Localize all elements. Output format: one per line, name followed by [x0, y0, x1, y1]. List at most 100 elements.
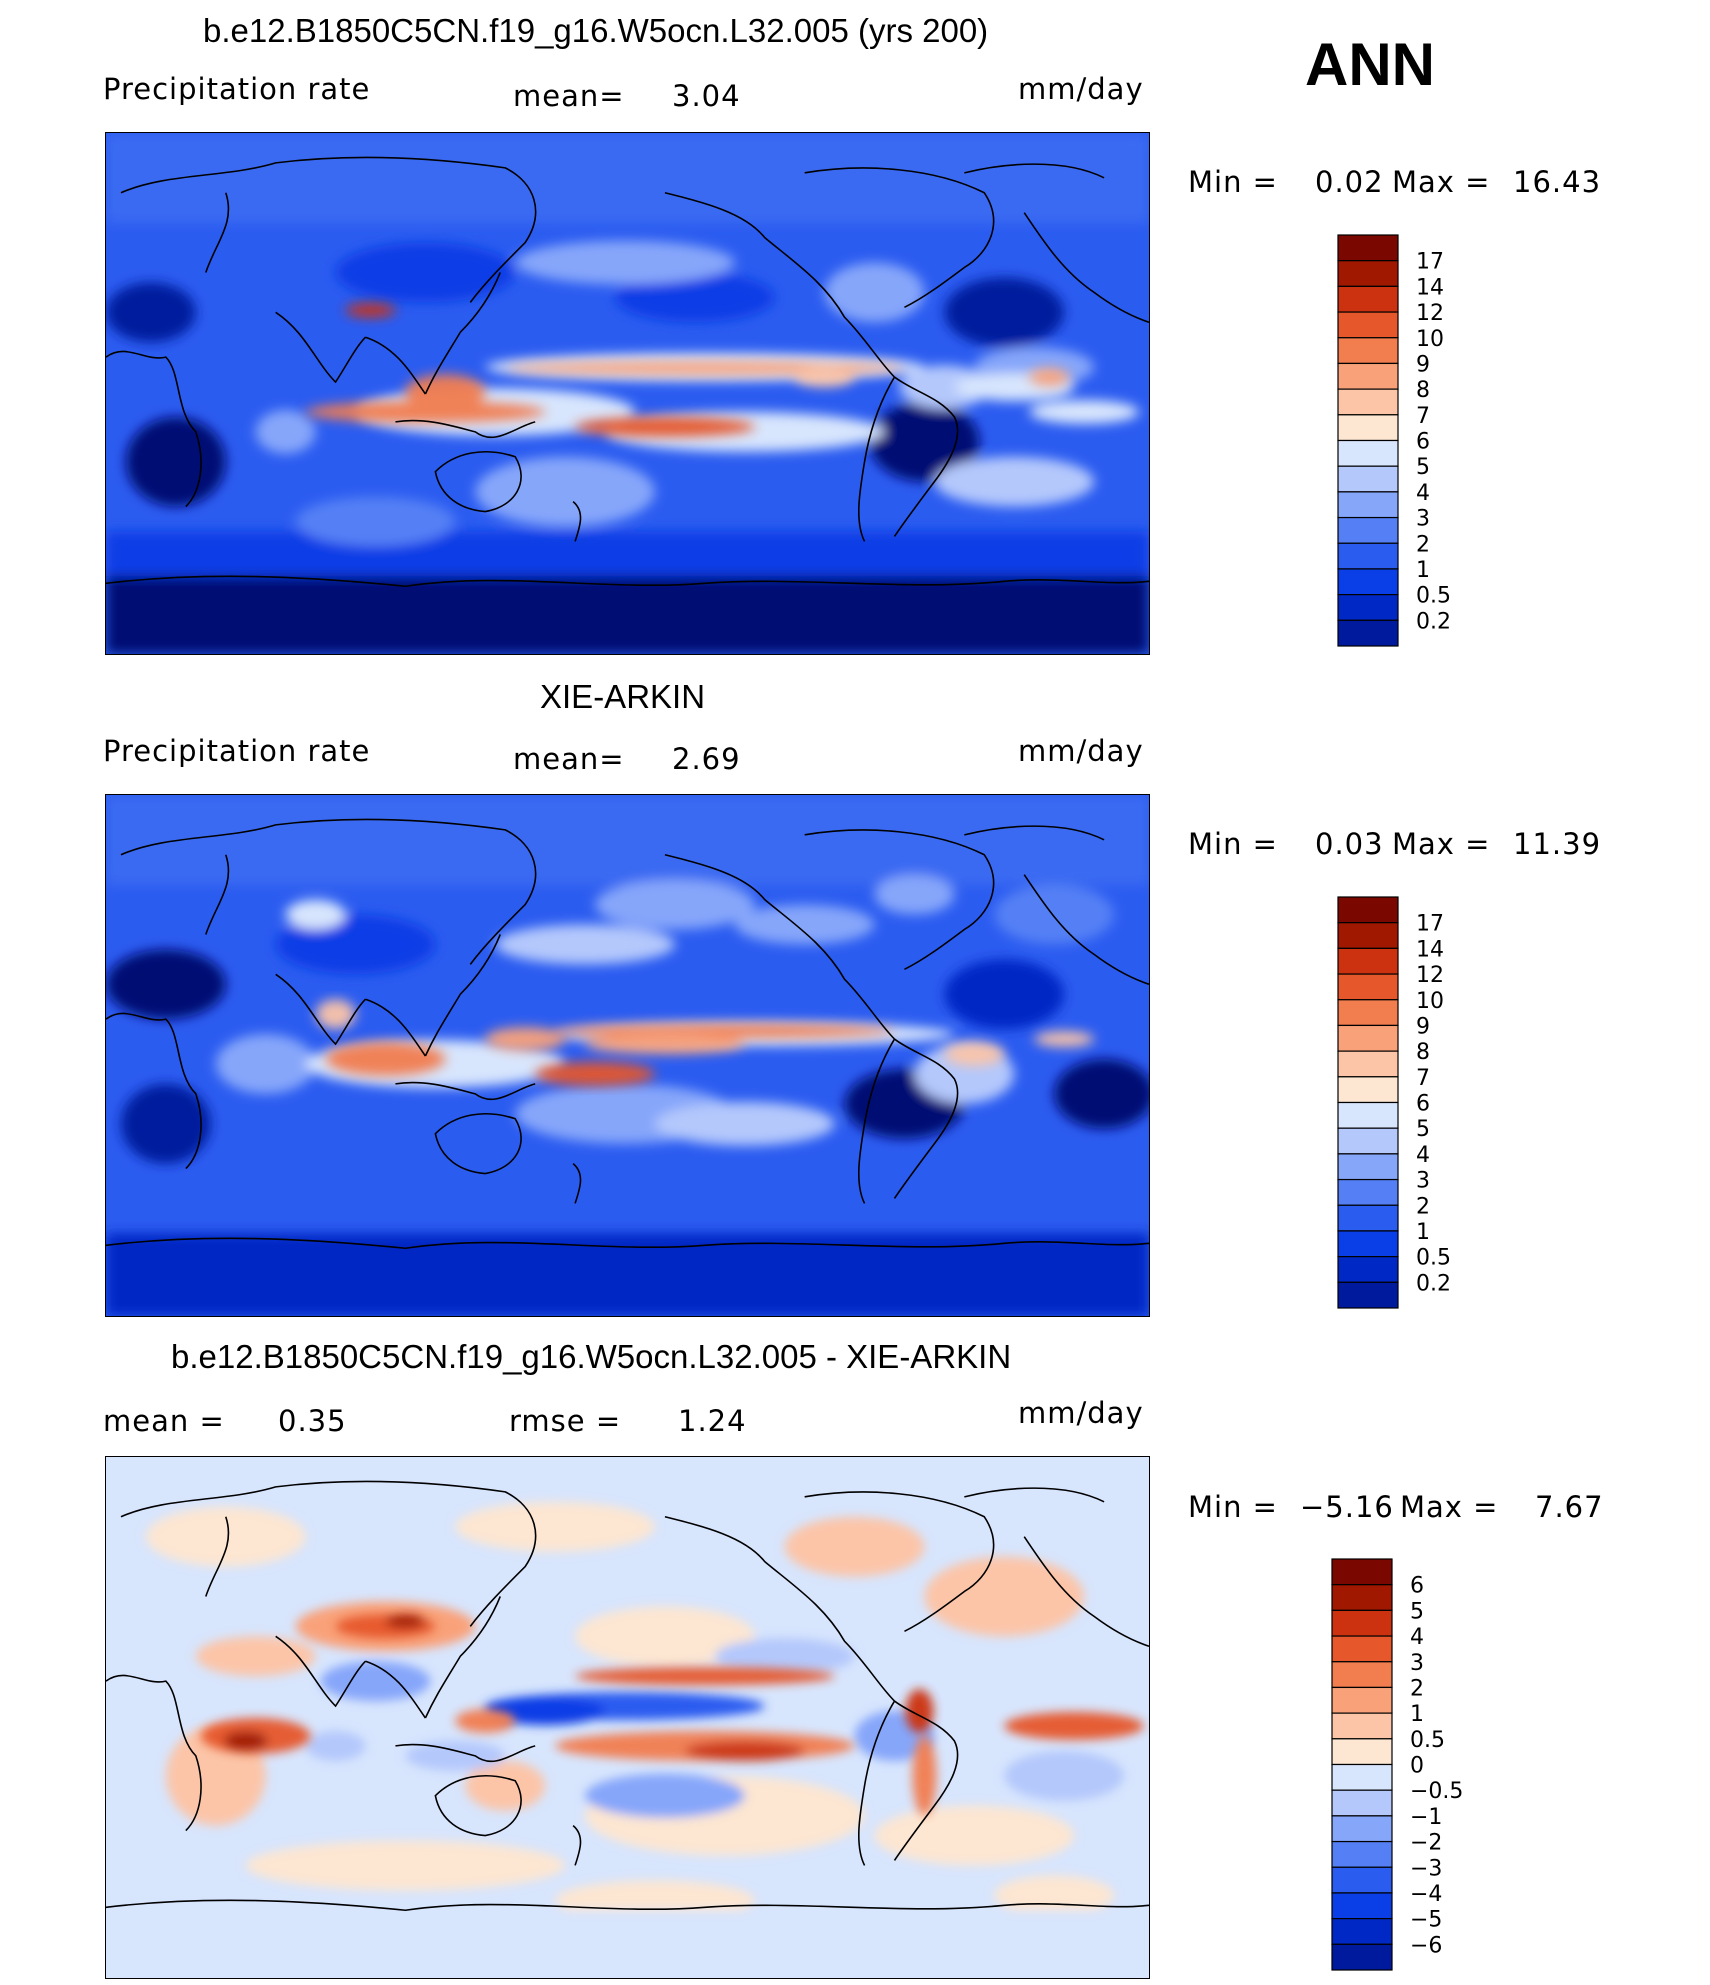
- colorbar-tick-label: 1: [1410, 1702, 1424, 1727]
- colorbar-box: [1331, 1609, 1393, 1637]
- colorbar-box: [1337, 1024, 1399, 1052]
- colorbar-box: [1331, 1558, 1393, 1586]
- colorbar-box: [1331, 1686, 1393, 1714]
- panel2-min-label: Min =: [1188, 827, 1278, 861]
- colorbar-box: [1337, 362, 1399, 390]
- panel1-max-label: Max =: [1392, 165, 1491, 199]
- panel1-mean-value: 3.04: [672, 79, 741, 113]
- colorbar-tick-label: 0.5: [1416, 584, 1451, 609]
- colorbar-tick-label: 5: [1416, 455, 1430, 480]
- colorbar-tick-label: 14: [1416, 937, 1444, 962]
- panel1-min-value: 0.02: [1315, 165, 1384, 199]
- panel3-title: b.e12.B1850C5CN.f19_g16.W5ocn.L32.005 - …: [171, 1338, 1012, 1375]
- colorbar-box: [1337, 1076, 1399, 1104]
- panel1-title: b.e12.B1850C5CN.f19_g16.W5ocn.L32.005 (y…: [203, 12, 989, 49]
- colorbar-tick-label: 17: [1416, 912, 1444, 937]
- season-label: ANN: [1305, 31, 1435, 98]
- colorbar-tick-label: 5: [1410, 1599, 1424, 1624]
- colorbar-box: [1331, 1840, 1393, 1868]
- colorbar-box: [1331, 1712, 1393, 1740]
- panel2-variable-label: Precipitation rate: [103, 734, 371, 768]
- colorbar-box: [1337, 491, 1399, 519]
- colorbar-tick-label: 0.5: [1410, 1728, 1445, 1753]
- colorbar-tick-label: 2: [1416, 1194, 1430, 1219]
- colorbar-box: [1337, 234, 1399, 262]
- panel1-units: mm/day: [1018, 72, 1144, 106]
- colorbar-box: [1337, 388, 1399, 416]
- colorbar-box: [1337, 947, 1399, 975]
- colorbar-box: [1337, 1256, 1399, 1283]
- panel2-max-label: Max =: [1392, 827, 1491, 861]
- colorbar-tick-label: 0: [1410, 1754, 1424, 1779]
- colorbar-tick-label: 14: [1416, 275, 1444, 300]
- panel3-difference-map: [105, 1456, 1150, 1979]
- colorbar-box: [1337, 594, 1399, 621]
- colorbar-box: [1331, 1789, 1393, 1817]
- panel3-min-label: Min =: [1188, 1490, 1278, 1524]
- colorbar-box: [1331, 1918, 1393, 1945]
- colorbar-box: [1337, 1101, 1399, 1129]
- panel3-max-label: Max =: [1400, 1490, 1499, 1524]
- colorbar-tick-label: 2: [1416, 532, 1430, 557]
- colorbar-tick-label: 7: [1416, 1066, 1430, 1091]
- colorbar-box: [1337, 516, 1399, 544]
- panel1-min-label: Min =: [1188, 165, 1278, 199]
- colorbar-box: [1337, 260, 1399, 287]
- colorbar-tick-label: 3: [1410, 1651, 1424, 1676]
- colorbar-tick-label: 1: [1416, 1220, 1430, 1245]
- colorbar-tick-label: 9: [1416, 1014, 1430, 1039]
- colorbar-box: [1337, 542, 1399, 570]
- colorbar-tick-label: 8: [1416, 378, 1430, 403]
- colorbar-tick-label: 6: [1416, 430, 1430, 455]
- colorbar-box: [1331, 1763, 1393, 1791]
- colorbar-tick-label: −4: [1410, 1882, 1442, 1907]
- colorbar-tick-label: 2: [1410, 1676, 1424, 1701]
- colorbar-tick-label: 1: [1416, 558, 1430, 583]
- panel2-title: XIE-ARKIN: [540, 678, 706, 715]
- colorbar-box: [1337, 439, 1399, 467]
- colorbar-box: [1337, 922, 1399, 949]
- colorbar-box: [1331, 1661, 1393, 1689]
- colorbar-box: [1337, 1153, 1399, 1181]
- colorbar-tick-label: 10: [1416, 327, 1444, 352]
- panel3-mean-value: 0.35: [278, 1404, 347, 1438]
- colorbar-box: [1331, 1866, 1393, 1894]
- panel1-max-value: 16.43: [1513, 165, 1602, 199]
- panel2-mean-label: mean=: [513, 742, 625, 776]
- colorbar-box: [1337, 973, 1399, 1001]
- colorbar-tick-label: 0.5: [1416, 1246, 1451, 1271]
- panel1-variable-label: Precipitation rate: [103, 72, 371, 106]
- colorbar-tick-label: 4: [1416, 481, 1430, 506]
- colorbar-tick-label: 6: [1410, 1574, 1424, 1599]
- colorbar-box: [1337, 465, 1399, 493]
- panel3-rmse-label: rmse =: [509, 1404, 622, 1438]
- colorbar-tick-label: 3: [1416, 507, 1430, 532]
- colorbar-box: [1337, 1127, 1399, 1155]
- colorbar-box: [1337, 896, 1399, 924]
- colorbar-box: [1337, 285, 1399, 313]
- colorbar-tick-label: 3: [1416, 1169, 1430, 1194]
- panel2-mean-value: 2.69: [672, 742, 741, 776]
- colorbar-tick-label: −3: [1410, 1856, 1442, 1881]
- colorbar-box: [1331, 1892, 1393, 1920]
- colorbar-box: [1337, 568, 1399, 596]
- colorbar-box: [1337, 1281, 1399, 1309]
- colorbar-tick-label: 4: [1410, 1625, 1424, 1650]
- colorbar-tick-label: 0.2: [1416, 1271, 1451, 1296]
- colorbar-box: [1337, 1230, 1399, 1258]
- panel1-colorbar: 17 14 12 10 9 8 7 6 5 4 3 2 1 0.5 0.2: [1336, 233, 1516, 647]
- colorbar-box: [1337, 414, 1399, 442]
- panel3-units: mm/day: [1018, 1396, 1144, 1430]
- colorbar-box: [1337, 337, 1399, 365]
- colorbar-tick-label: −1: [1410, 1805, 1442, 1830]
- panel3-rmse-value: 1.24: [678, 1404, 747, 1438]
- colorbar-tick-label: 4: [1416, 1143, 1430, 1168]
- colorbar-tick-label: 5: [1416, 1117, 1430, 1142]
- colorbar-box: [1337, 311, 1399, 339]
- colorbar-tick-label: 0.2: [1416, 609, 1451, 634]
- panel3-max-value: 7.67: [1535, 1490, 1604, 1524]
- colorbar-box: [1331, 1635, 1393, 1663]
- colorbar-tick-label: 9: [1416, 352, 1430, 377]
- panel2-precip-map: [105, 794, 1150, 1317]
- panel3-colorbar: 6 5 4 3 2 1 0.5 0 −0.5 −1 −2 −3 −4 −5 −6: [1330, 1557, 1520, 1971]
